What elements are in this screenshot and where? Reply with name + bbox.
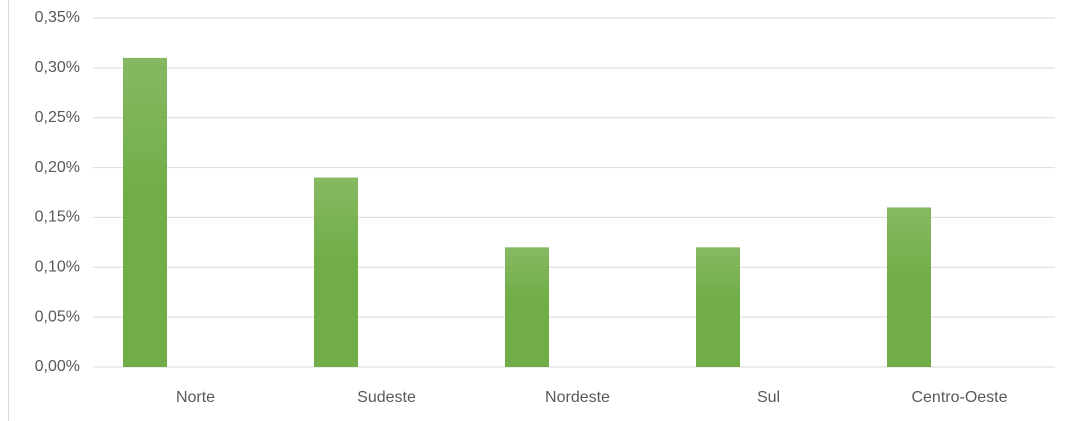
- y-tick-label: 0,10%: [35, 259, 80, 276]
- y-tick-label: 0,00%: [35, 358, 80, 375]
- y-tick-label: 0,05%: [35, 308, 80, 325]
- y-tick-label: 0,30%: [35, 59, 80, 76]
- y-tick-label: 0,25%: [35, 109, 80, 126]
- y-tick-label: 0,15%: [35, 209, 80, 226]
- bar: [505, 247, 549, 367]
- y-tick-label: 0,20%: [35, 159, 80, 176]
- x-tick-label: Nordeste: [545, 389, 610, 406]
- bar: [314, 177, 358, 367]
- x-tick-label: Sudeste: [357, 389, 416, 406]
- x-tick-label: Centro-Oeste: [911, 389, 1007, 406]
- bar: [123, 57, 167, 368]
- x-tick-label: Norte: [176, 389, 215, 406]
- x-tick-label: Sul: [757, 389, 780, 406]
- bar: [887, 207, 931, 367]
- bar: [696, 247, 740, 367]
- y-tick-label: 0,35%: [35, 9, 80, 26]
